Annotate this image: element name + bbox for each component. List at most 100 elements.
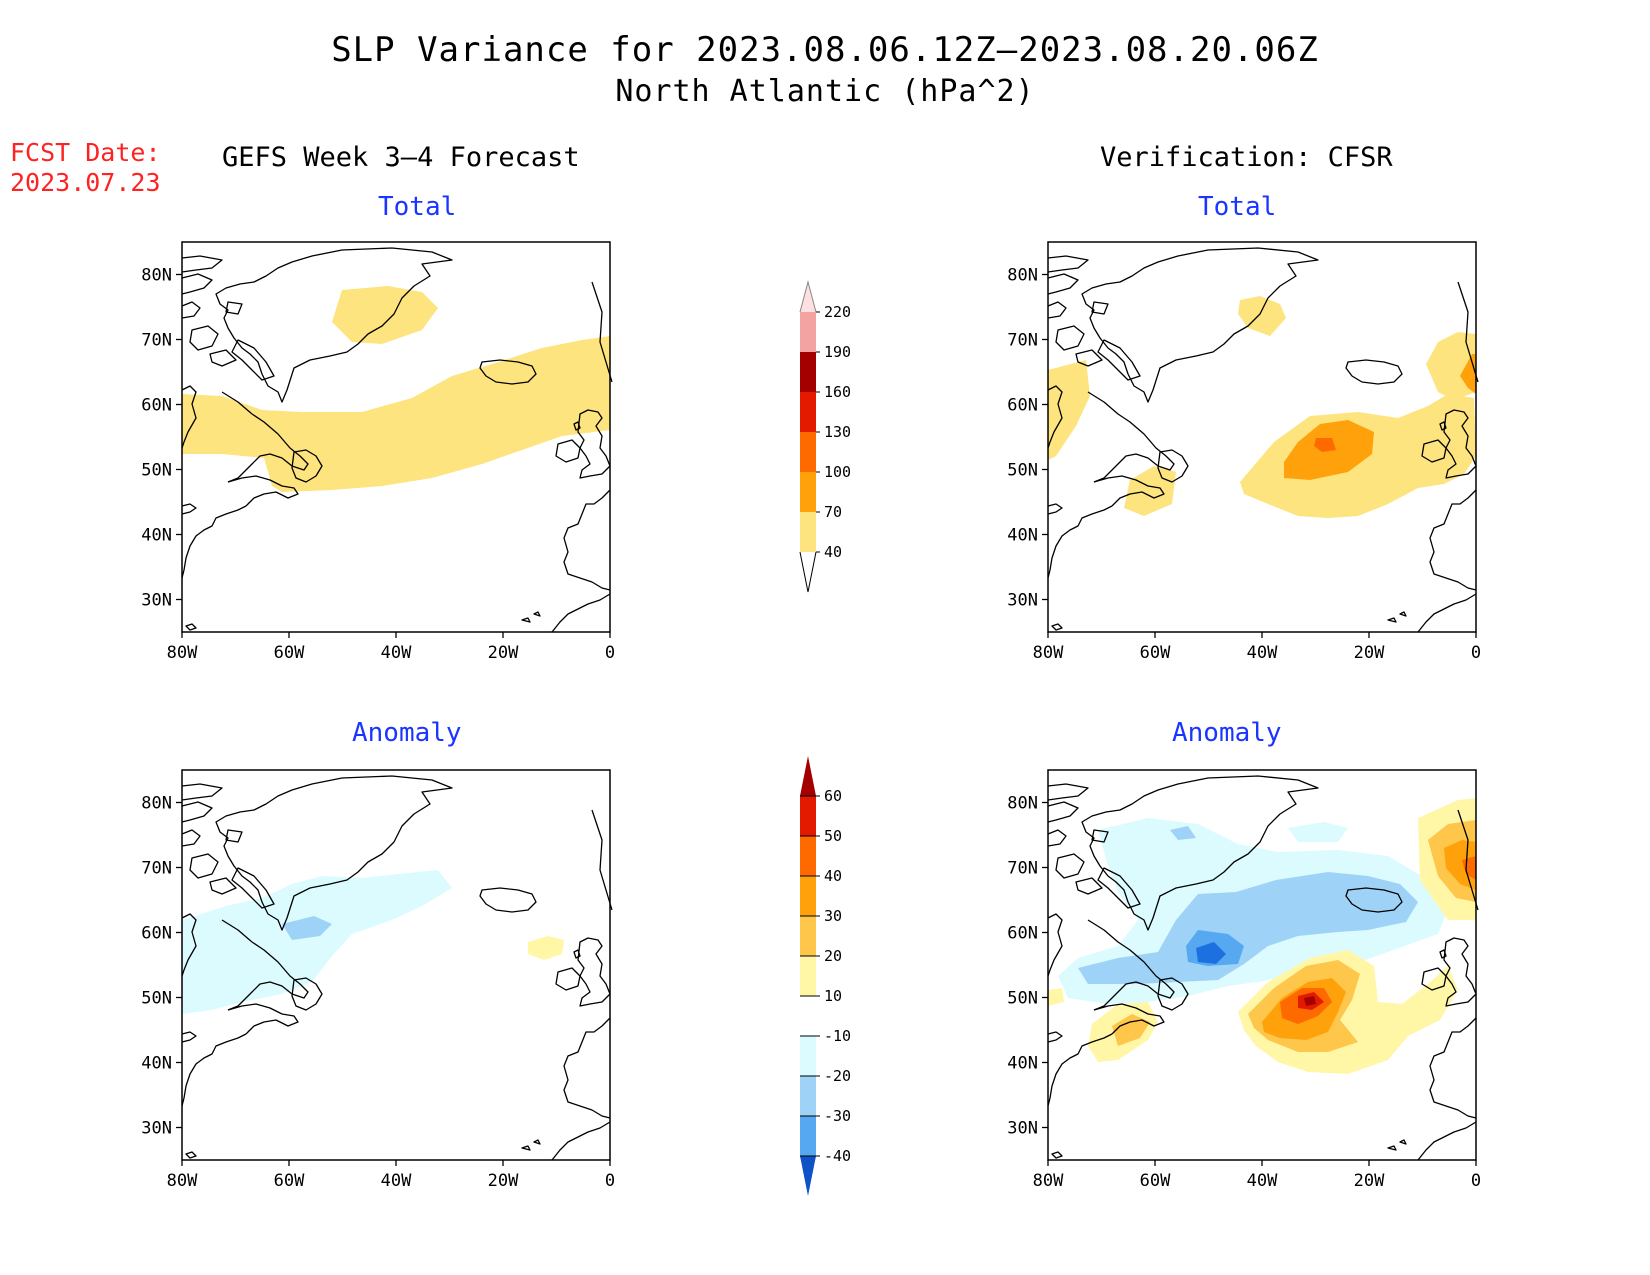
colorbar-anomaly-label: -30 — [824, 1107, 851, 1125]
left-column-heading: GEFS Week 3–4 Forecast — [222, 142, 580, 173]
lon-tick-label: 60W — [274, 1171, 305, 1191]
lat-tick-label: 30N — [1007, 1119, 1038, 1139]
lat-tick-label: 30N — [141, 1119, 172, 1139]
lat-tick-label: 50N — [1007, 989, 1038, 1009]
lat-tick-label: 80N — [141, 266, 172, 286]
lon-tick-label: 80W — [167, 643, 198, 663]
colorbar-anomaly-label: 50 — [824, 827, 842, 845]
left-total-label: Total — [378, 192, 457, 222]
shading-cfsr-anomaly — [1048, 798, 1476, 1074]
colorbar-total-box — [800, 392, 816, 432]
colorbar-total-label: 160 — [824, 383, 851, 401]
colorbar-total-label: 100 — [824, 463, 851, 481]
axis-ticks-cfsr-total: 80N 70N 60N 50N 40N 30N 80W 60W 40W 20W 0 — [1007, 266, 1481, 664]
axis-ticks-gefs-total: 80N 70N 60N 50N 40N 30N 80W 60W 40W 20W 0 — [141, 266, 615, 664]
lon-tick-label: 0 — [605, 1171, 615, 1191]
colorbar-total-label: 70 — [824, 503, 842, 521]
colorbar-anomaly-label: 60 — [824, 787, 842, 805]
colorbar-total-label: 220 — [824, 303, 851, 321]
colorbar-anomaly-box — [800, 1076, 816, 1116]
figure-title: SLP Variance for 2023.08.06.12Z–2023.08.… — [331, 30, 1319, 70]
panel-cfsr-total: 80N 70N 60N 50N 40N 30N 80W 60W 40W 20W 0 — [1007, 241, 1481, 664]
lat-tick-label: 30N — [141, 591, 172, 611]
colorbar-anomaly-box — [800, 996, 816, 1036]
lat-tick-label: 80N — [1007, 794, 1038, 814]
lon-tick-label: 0 — [605, 643, 615, 663]
panel-gefs-anomaly: 80N 70N 60N 50N 40N 30N 80W 60W 40W 20W 0 — [141, 769, 615, 1191]
colorbar-anomaly-label: -10 — [824, 1027, 851, 1045]
lon-tick-label: 20W — [1354, 1171, 1385, 1191]
lon-tick-label: 40W — [1247, 643, 1278, 663]
colorbar-total-box — [800, 512, 816, 552]
lat-tick-label: 40N — [1007, 1054, 1038, 1074]
colorbar-total-label: 190 — [824, 343, 851, 361]
forecast-date-value: 2023.07.23 — [10, 168, 161, 197]
lon-tick-label: 60W — [1140, 1171, 1171, 1191]
colorbar-anomaly-label: 30 — [824, 907, 842, 925]
lat-tick-label: 30N — [1007, 591, 1038, 611]
left-anomaly-label: Anomaly — [352, 718, 462, 748]
lon-tick-label: 40W — [1247, 1171, 1278, 1191]
colorbar-anomaly-label: -40 — [824, 1147, 851, 1165]
colorbar-total-label: 40 — [824, 543, 842, 561]
lat-tick-label: 40N — [141, 1054, 172, 1074]
colorbar-anomaly-box — [800, 916, 816, 956]
lat-tick-label: 40N — [1007, 526, 1038, 546]
colorbar-anomaly-box — [800, 1036, 816, 1076]
lat-tick-label: 60N — [141, 924, 172, 944]
lon-tick-label: 20W — [1354, 643, 1385, 663]
shading-gefs-anomaly — [182, 870, 564, 1014]
colorbar-anomaly-label: 20 — [824, 947, 842, 965]
lat-tick-label: 50N — [141, 989, 172, 1009]
colorbar-total-box — [800, 352, 816, 392]
lat-tick-label: 70N — [1007, 331, 1038, 351]
colorbar-total-top-outline — [799, 280, 817, 313]
colorbar-anomaly-box — [800, 956, 816, 996]
colorbar-anomaly-box — [800, 796, 816, 836]
forecast-date-label: FCST Date: — [10, 138, 161, 167]
shading-gefs-total — [182, 286, 610, 492]
lat-tick-label: 70N — [1007, 859, 1038, 879]
lon-tick-label: 80W — [1033, 643, 1064, 663]
lat-tick-label: 40N — [141, 526, 172, 546]
figure-subtitle: North Atlantic (hPa^2) — [615, 74, 1035, 109]
lat-tick-label: 70N — [141, 331, 172, 351]
lon-tick-label: 0 — [1471, 1171, 1481, 1191]
colorbar-total-box — [800, 472, 816, 512]
lon-tick-label: 40W — [381, 643, 412, 663]
lat-tick-label: 50N — [1007, 461, 1038, 481]
colorbar-total-box — [800, 432, 816, 472]
right-anomaly-label: Anomaly — [1172, 718, 1282, 748]
lat-tick-label: 80N — [141, 794, 172, 814]
lat-tick-label: 70N — [141, 859, 172, 879]
colorbar-anomaly-box — [800, 1116, 816, 1156]
right-column-heading: Verification: CFSR — [1100, 142, 1393, 173]
panel-gefs-total: 80N 70N 60N 50N 40N 30N 80W 60W 40W 20W 0 — [141, 241, 615, 664]
lon-tick-label: 20W — [488, 643, 519, 663]
colorbar-anomaly-top-cap — [800, 756, 816, 796]
lon-tick-label: 20W — [488, 1171, 519, 1191]
axis-ticks-cfsr-anomaly: 80N 70N 60N 50N 40N 30N 80W 60W 40W 20W 0 — [1007, 794, 1481, 1192]
lon-tick-label: 40W — [381, 1171, 412, 1191]
lon-tick-label: 60W — [1140, 643, 1171, 663]
colorbar-anomaly: 60 50 40 30 20 10 -10 -20 -30 -40 — [800, 756, 851, 1196]
shading-cfsr-total — [1048, 296, 1476, 518]
lon-tick-label: 80W — [167, 1171, 198, 1191]
lon-tick-label: 60W — [274, 643, 305, 663]
lon-tick-label: 0 — [1471, 643, 1481, 663]
lat-tick-label: 60N — [1007, 924, 1038, 944]
lat-tick-label: 80N — [1007, 266, 1038, 286]
panel-cfsr-anomaly: 80N 70N 60N 50N 40N 30N 80W 60W 40W 20W 0 — [1007, 769, 1481, 1192]
colorbar-anomaly-box — [800, 836, 816, 876]
colorbar-total-bottom-cap — [799, 551, 817, 593]
colorbar-anomaly-label: 10 — [824, 987, 842, 1005]
lat-tick-label: 60N — [1007, 396, 1038, 416]
colorbar-total-box — [800, 312, 816, 352]
right-total-label: Total — [1198, 192, 1277, 222]
colorbar-anomaly-label: -20 — [824, 1067, 851, 1085]
colorbar-anomaly-label: 40 — [824, 867, 842, 885]
colorbar-total-label: 130 — [824, 423, 851, 441]
colorbar-total: 40 70 100 130 160 190 220 — [799, 280, 851, 593]
colorbar-anomaly-box — [800, 876, 816, 916]
